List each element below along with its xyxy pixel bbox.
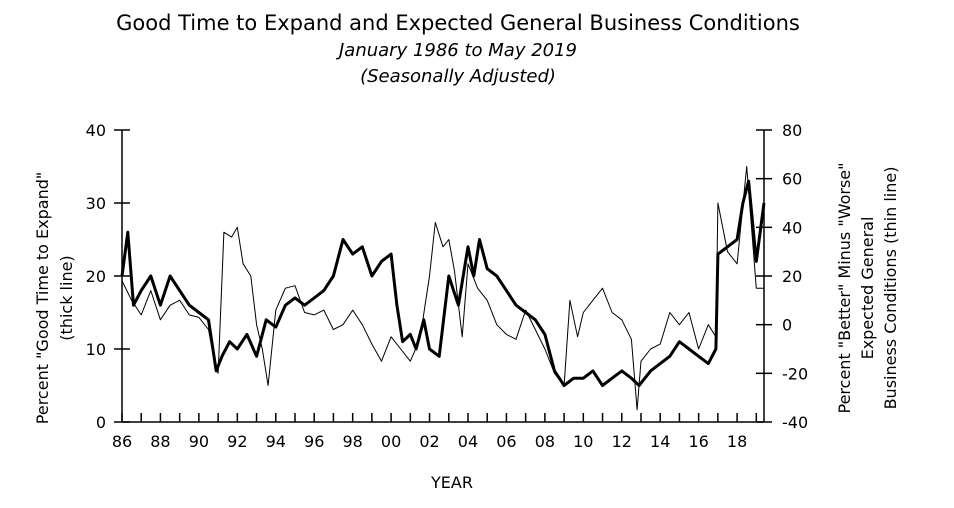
right-y-tick-label: -20 bbox=[782, 364, 808, 383]
x-tick-label: 16 bbox=[688, 432, 708, 451]
x-tick-label: 90 bbox=[189, 432, 209, 451]
left-y-tick-label: 0 bbox=[96, 413, 106, 432]
right-y-axis-label: Percent "Better" Minus "Worse" bbox=[835, 163, 854, 414]
x-tick-label: 04 bbox=[458, 432, 478, 451]
x-tick-label: 06 bbox=[496, 432, 516, 451]
right-y-tick-label: 0 bbox=[782, 316, 792, 335]
x-tick-label: 94 bbox=[266, 432, 286, 451]
x-axis-label: YEAR bbox=[430, 473, 473, 492]
x-tick-label: 18 bbox=[727, 432, 747, 451]
right-y-tick-label: 20 bbox=[782, 267, 802, 286]
chart-title: Good Time to Expand and Expected General… bbox=[116, 11, 800, 35]
right-y-tick-label: 80 bbox=[782, 121, 802, 140]
left-y-axis-label: Percent "Good Time to Expand" bbox=[33, 172, 52, 424]
series-layer bbox=[120, 166, 766, 411]
right-y-tick-label: -40 bbox=[782, 413, 808, 432]
series-line-good-time-to-expand bbox=[120, 179, 766, 387]
right-y-axis-sublabel-2: Business Conditions (thin line) bbox=[881, 167, 900, 410]
x-tick-label: 08 bbox=[535, 432, 555, 451]
x-tick-label: 02 bbox=[419, 432, 439, 451]
x-tick-label: 00 bbox=[381, 432, 401, 451]
chart-subtitle-adjustment: (Seasonally Adjusted) bbox=[360, 66, 556, 87]
right-y-axis-sublabel-1: Expected General bbox=[858, 217, 877, 360]
x-tick-label: 96 bbox=[304, 432, 324, 451]
left-y-tick-label: 10 bbox=[86, 340, 106, 359]
x-tick-label: 10 bbox=[573, 432, 593, 451]
right-y-tick-label: 40 bbox=[782, 218, 802, 237]
left-y-tick-label: 40 bbox=[86, 121, 106, 140]
x-tick-label: 88 bbox=[150, 432, 170, 451]
left-y-axis-sublabel: (thick line) bbox=[57, 255, 76, 340]
left-y-tick-label: 20 bbox=[86, 267, 106, 286]
axes bbox=[121, 130, 765, 423]
series-line-expected-business-conditions bbox=[121, 166, 764, 411]
x-tick-label: 92 bbox=[227, 432, 247, 451]
x-tick-label: 98 bbox=[342, 432, 362, 451]
x-tick-label: 14 bbox=[650, 432, 670, 451]
x-tick-label: 12 bbox=[612, 432, 632, 451]
ticks: 86 88 90 92 94 96 98 00 02 04 06 08 10 12 14 16 18 0 10 20 3… bbox=[86, 121, 809, 451]
x-tick-label: 86 bbox=[112, 432, 132, 451]
right-y-tick-label: 60 bbox=[782, 170, 802, 189]
chart-subtitle-range: January 1986 to May 2019 bbox=[336, 40, 577, 61]
left-y-tick-label: 30 bbox=[86, 194, 106, 213]
